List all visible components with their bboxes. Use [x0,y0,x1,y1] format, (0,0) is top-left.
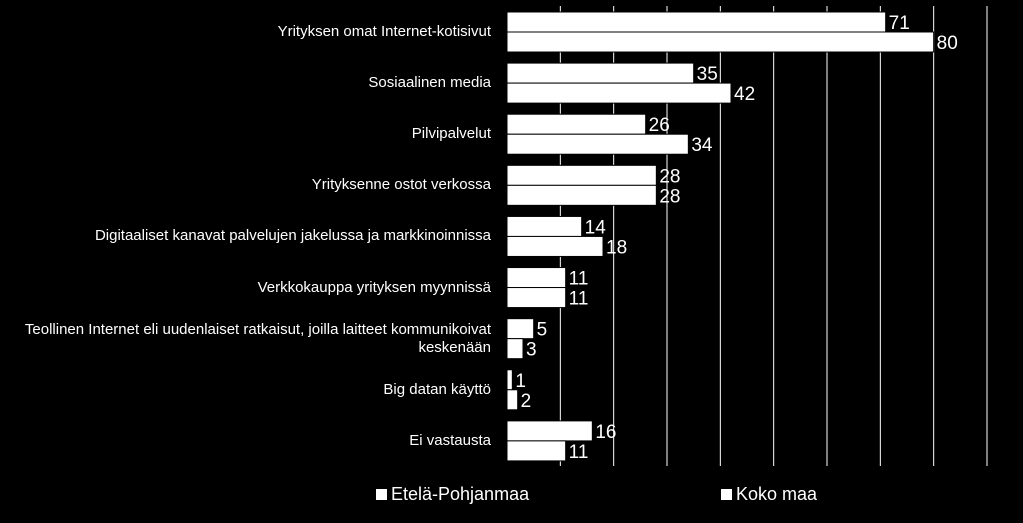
data-label: 28 [659,186,680,207]
legend-item-koko-maa: Koko maa [721,484,817,505]
data-label: 14 [585,217,607,238]
data-label: 2 [521,391,532,412]
bar-koko-maa [506,31,935,53]
bar-koko-maa [506,184,657,206]
data-label: 71 [889,13,910,34]
category-label: Verkkokauppa yrityksen myynnissä [257,278,491,296]
bar-etela-pohjanmaa [506,215,583,237]
category-label: Yrityksenne ostot verkossa [311,176,491,194]
bar-etela-pohjanmaa [506,318,535,340]
category-label: Yrityksen omat Internet-kotisivut [277,23,491,40]
data-label: 11 [569,269,589,290]
data-label: 3 [526,340,537,361]
chart-legend: Etelä-Pohjanmaa Koko maa [0,484,1023,510]
bar-koko-maa [506,338,524,360]
data-label: 26 [649,115,670,136]
bar-koko-maa [506,133,689,155]
legend-label: Koko maa [736,484,818,504]
data-label: 1 [515,371,526,392]
legend-label: Etelä-Pohjanmaa [391,484,530,504]
data-label: 28 [659,166,680,187]
data-label: 11 [569,442,589,463]
data-label: 18 [606,237,627,258]
data-label: 34 [691,135,713,156]
bar-koko-maa [506,82,732,104]
legend-swatch-icon [721,489,732,500]
category-label: Digitaaliset kanavat palvelujen jakeluss… [94,227,491,245]
bar-koko-maa [506,389,519,411]
data-label: 35 [697,64,718,85]
category-label: Pilvipalvelut [411,125,491,143]
data-label: 42 [734,84,755,105]
bar-etela-pohjanmaa [506,267,567,289]
legend-swatch-icon [376,489,387,500]
bar-etela-pohjanmaa [506,369,513,391]
data-label: 11 [569,289,589,310]
bar-etela-pohjanmaa [506,62,695,84]
data-label: 16 [595,422,616,443]
data-label: 80 [937,33,958,54]
category-label: Ei vastausta [409,431,491,449]
legend-item-etela-pohjanmaa: Etelä-Pohjanmaa [376,484,529,505]
bar-koko-maa [506,235,604,257]
category-label: Big datan käyttö [383,380,491,398]
bar-etela-pohjanmaa [506,420,593,442]
bar-koko-maa [506,287,567,309]
bar-koko-maa [506,440,567,462]
category-label: Sosiaalinen media [368,74,491,92]
data-label: 5 [537,320,548,341]
bar-etela-pohjanmaa [506,113,647,135]
bar-etela-pohjanmaa [506,11,887,33]
category-label: Teollinen Internet eli uudenlaiset ratka… [24,320,491,356]
bar-etela-pohjanmaa [506,164,657,186]
